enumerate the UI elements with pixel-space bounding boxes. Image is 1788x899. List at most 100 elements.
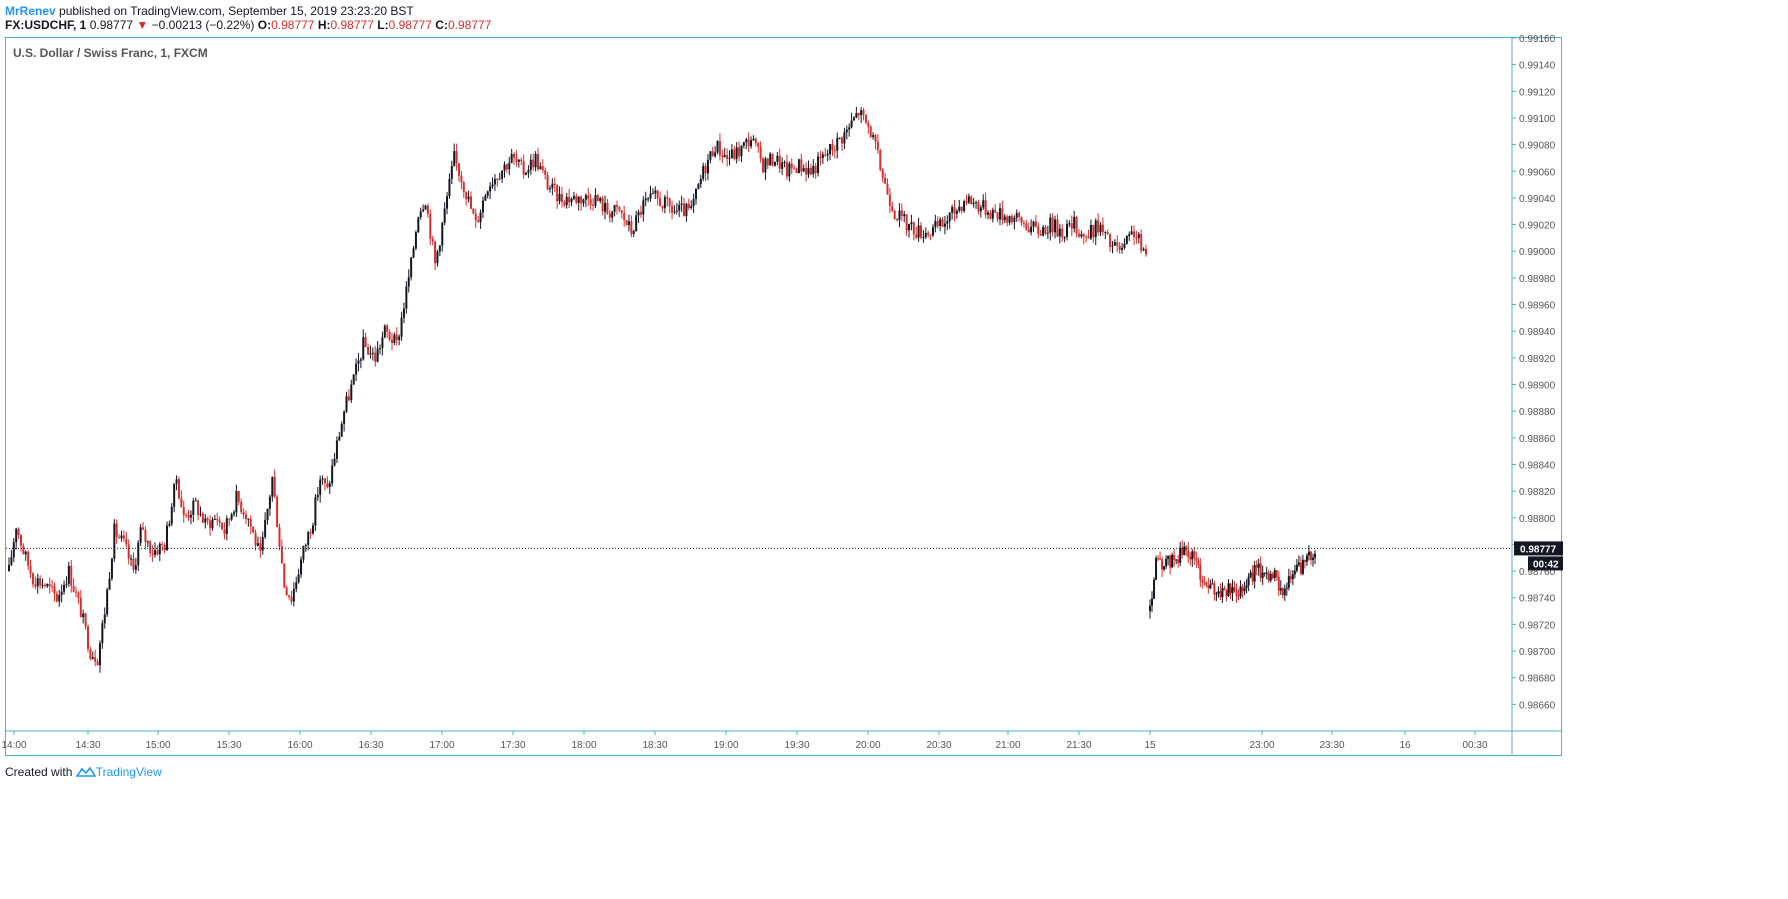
candle — [429, 209, 432, 246]
candle — [671, 200, 674, 220]
candle — [86, 624, 89, 653]
candle — [601, 195, 604, 216]
down-arrow-icon: ▼ — [136, 18, 149, 32]
candle — [89, 646, 92, 661]
chart-frame[interactable] — [5, 37, 1562, 756]
candle — [759, 141, 762, 163]
candle — [417, 216, 420, 233]
candle — [156, 545, 159, 556]
candle — [426, 203, 429, 218]
time-tick-label: 18:00 — [571, 740, 596, 751]
candle — [611, 210, 614, 223]
candle — [953, 199, 956, 222]
candle — [723, 147, 726, 158]
candle — [613, 204, 616, 217]
last-price-line: 0.98777 00:42 — [6, 541, 1563, 571]
candle — [532, 153, 535, 171]
candle — [304, 543, 307, 552]
candle — [1167, 555, 1170, 566]
candle — [800, 153, 803, 177]
candle — [79, 590, 82, 618]
price-tick-label: 0.99060 — [1519, 167, 1556, 178]
candle — [917, 217, 920, 242]
time-axis[interactable]: 14:00 14:30 15:00 15:30 16:00 16:30 17:00 17:30… — [1, 731, 1488, 751]
candle — [563, 199, 566, 208]
tradingview-logo-icon[interactable] — [75, 766, 96, 778]
candle — [307, 530, 310, 551]
candle — [924, 227, 927, 240]
candle — [1027, 222, 1030, 233]
candle — [266, 508, 269, 525]
candle — [113, 519, 116, 562]
candle — [829, 143, 832, 161]
candle — [46, 583, 49, 588]
candle — [472, 207, 475, 215]
candle — [352, 374, 355, 386]
candle — [668, 197, 671, 214]
candle — [654, 186, 657, 199]
candle — [1082, 232, 1085, 245]
candle — [1255, 560, 1258, 576]
candle — [1209, 579, 1212, 590]
candle — [1229, 583, 1232, 600]
candle — [637, 209, 640, 224]
candle — [288, 594, 291, 600]
candle — [623, 205, 626, 227]
close-value: 0.98777 — [447, 18, 492, 32]
candle — [436, 249, 439, 267]
candle — [278, 523, 281, 551]
candle — [663, 194, 666, 214]
candle — [1111, 241, 1114, 254]
candle — [1191, 548, 1194, 568]
candle — [546, 171, 549, 191]
candle — [575, 193, 578, 205]
author-link[interactable]: MrRenev — [5, 4, 56, 18]
candle — [55, 591, 58, 603]
candle — [106, 587, 109, 617]
candle — [84, 612, 87, 630]
candle — [367, 343, 370, 355]
candle — [41, 578, 44, 589]
candle — [189, 510, 192, 525]
candle — [1092, 224, 1095, 243]
candle — [34, 576, 37, 590]
candle — [570, 197, 573, 207]
candle — [1195, 551, 1198, 568]
candle — [991, 207, 994, 223]
low-label: L: — [377, 18, 389, 32]
candle — [441, 221, 444, 252]
candle — [474, 208, 477, 228]
candle — [900, 203, 903, 222]
candle — [211, 517, 214, 531]
candle — [1161, 556, 1164, 577]
tradingview-link[interactable]: TradingView — [95, 765, 162, 779]
candle — [1271, 572, 1274, 580]
candle — [783, 160, 786, 168]
candle — [209, 515, 212, 536]
candle — [819, 150, 822, 166]
candle — [1140, 229, 1143, 254]
candle — [453, 143, 456, 167]
candle — [410, 256, 413, 281]
candle — [398, 334, 401, 346]
candle — [1121, 243, 1124, 254]
candle — [773, 161, 776, 167]
candle — [1215, 591, 1218, 601]
candle — [264, 512, 267, 540]
candle — [1037, 222, 1040, 239]
candle — [836, 132, 839, 159]
candle — [1173, 548, 1176, 567]
candle — [216, 512, 219, 526]
candle — [1261, 565, 1264, 585]
price-axis[interactable]: 0.99160 0.99140 0.99120 0.99100 0.99080 0.990… — [6, 34, 1561, 756]
candle — [1025, 220, 1028, 231]
candle — [1020, 216, 1023, 226]
candle — [970, 195, 973, 205]
candle — [1197, 557, 1200, 569]
candle — [881, 167, 884, 183]
candle — [139, 523, 142, 546]
candle — [752, 135, 755, 141]
candle — [31, 572, 34, 588]
candle — [702, 162, 705, 182]
